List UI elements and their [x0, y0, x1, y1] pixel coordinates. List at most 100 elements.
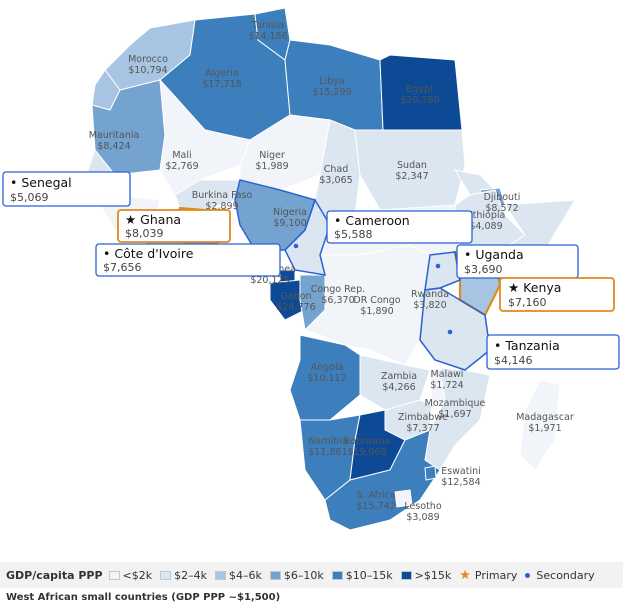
legend-bin-2: $2–4k [160, 569, 207, 582]
marker-cameroon[interactable] [293, 243, 299, 249]
marker-uganda[interactable] [435, 263, 441, 269]
country-label-value: $9,100 [273, 218, 306, 229]
country-label-value: $8,572 [485, 203, 518, 214]
legend-title: GDP/capita PPP [6, 568, 103, 582]
country-madagascar[interactable] [519, 379, 561, 471]
country-label-name: Malawi [431, 369, 464, 380]
country-lesotho[interactable] [394, 489, 413, 508]
country-label-value: $19,068 [347, 447, 386, 458]
callout-ghana[interactable]: ★ Ghana $8,039 [117, 209, 231, 243]
callout-tanzania-value: $4,146 [494, 354, 533, 367]
country-label-name: Tunisia [251, 20, 284, 31]
callout-boxes: • Senegal $5,069 ★ Ghana $8,039 • Côte d… [2, 171, 620, 370]
country-mozambique[interactable] [424, 367, 491, 471]
legend-bin-5-label: $10–15k [345, 568, 393, 582]
callout-uganda-name: • Uganda [464, 247, 524, 262]
country-label-value: $17,718 [202, 79, 241, 90]
callout-uganda[interactable]: • Uganda $3,690 [456, 244, 579, 279]
country-label-value: $1,971 [528, 423, 561, 434]
country-label-value: $6,370 [321, 295, 354, 306]
country-label-value: $14,186 [248, 31, 287, 42]
country-label-value: $20,780 [400, 95, 439, 106]
country-label-name: Algeria [205, 68, 238, 79]
dot-icon [525, 572, 531, 578]
country-label-value: $15,742 [356, 501, 395, 512]
country-label-value: $8,424 [97, 141, 130, 152]
legend-primary: ★ Primary [459, 568, 517, 583]
country-label-value: $1,989 [255, 161, 288, 172]
country-label-value: $15,299 [312, 87, 351, 98]
legend-bar: GDP/capita PPP <$2k $2–4k $4–6k $6–10k $… [0, 562, 623, 588]
callout-kenya-value: $7,160 [508, 296, 547, 309]
country-niger[interactable] [239, 114, 331, 191]
country-label-value: $1,724 [430, 380, 463, 391]
country-egypt[interactable] [379, 54, 463, 131]
country-label-name: Mozambique [425, 398, 486, 409]
country-label-name: Nigeria [273, 207, 307, 218]
country-label-name: Madagascar [516, 412, 574, 423]
legend-bin-4: $6–10k [269, 569, 324, 582]
callout-cameroon-name: • Cameroon [334, 213, 410, 228]
country-label-name: Angola [311, 362, 344, 373]
uganda-outline [424, 251, 461, 291]
country-label-name: Gabon [280, 291, 311, 302]
country-eswatini[interactable] [424, 465, 437, 481]
country-label-value: $7,377 [406, 423, 439, 434]
callout-senegal-name: • Senegal [10, 175, 72, 190]
legend-bin-1-label: <$2k [122, 568, 153, 582]
callout-cote-divoire[interactable]: • Côte d'Ivoire $7,656 [95, 243, 281, 277]
marker-tanzania[interactable] [447, 329, 453, 335]
callout-tanzania-name: • Tanzania [494, 338, 560, 353]
legend-bin-2-label: $2–4k [174, 568, 207, 582]
country-label-name: Mauritania [89, 130, 140, 141]
callout-cameroon-value: $5,588 [334, 228, 373, 241]
callout-cote-divoire-name: • Côte d'Ivoire [103, 246, 194, 261]
country-label-value: $2,769 [165, 161, 198, 172]
legend-bin-6: >$15k [400, 568, 452, 582]
footnote: West African small countries (GDP PPP ~$… [6, 592, 281, 603]
country-label-name: DR Congo [353, 295, 400, 306]
callout-ghana-value: $8,039 [125, 227, 164, 240]
country-label-value: $3,065 [319, 175, 352, 186]
legend-primary-label: Primary [474, 568, 518, 582]
country-label-value: $2,347 [395, 171, 428, 182]
country-label-value: $1,697 [438, 409, 471, 420]
country-label-name: Botswana [344, 436, 390, 447]
country-label-value: $3,089 [406, 512, 439, 523]
legend-secondary: Secondary [525, 568, 595, 582]
cameroon-outline [284, 198, 331, 276]
country-label-value: $3,820 [413, 300, 446, 311]
country-label-value: $10,794 [128, 65, 167, 76]
country-label-name: Sudan [397, 160, 427, 171]
country-label-name: Zimbabwe [398, 412, 448, 423]
callout-senegal-value: $5,069 [10, 191, 49, 204]
country-label-value: $12,584 [441, 477, 480, 488]
legend-secondary-label: Secondary [536, 568, 595, 582]
callout-senegal[interactable]: • Senegal $5,069 [2, 171, 131, 207]
country-label-name: Namibia [308, 436, 347, 447]
country-label-name: Rwanda [411, 289, 449, 300]
country-label-name: S. Africa [356, 490, 395, 501]
legend-bin-1: <$2k [108, 568, 153, 582]
legend-bin-3-label: $4–6k [229, 568, 262, 582]
country-label-value: $20,125 [250, 275, 289, 286]
callout-uganda-value: $3,690 [464, 263, 503, 276]
country-label-value: $1,890 [360, 306, 393, 317]
country-label-value: $11,861 [308, 447, 347, 458]
country-label-name: Burkina Faso [192, 190, 253, 201]
legend-bin-6-label: >$15k [414, 568, 452, 582]
callout-kenya[interactable]: ★ Kenya $7,160 [499, 277, 615, 312]
country-label-name: Chad [324, 164, 349, 175]
country-label-name: Djibouti [484, 192, 521, 203]
country-label-name: Morocco [128, 54, 168, 65]
callout-tanzania[interactable]: • Tanzania $4,146 [486, 334, 620, 370]
callout-cameroon[interactable]: • Cameroon $5,588 [326, 210, 473, 244]
star-icon: ★ [459, 567, 471, 583]
country-label-name: Egypt [406, 84, 434, 95]
country-dr-congo[interactable] [304, 244, 431, 366]
country-label-value: $10,112 [307, 373, 346, 384]
country-label-value: $24,776 [276, 302, 315, 313]
country-gabon[interactable] [269, 279, 306, 321]
country-labels: Tunisia$14,186 Morocco$10,794 Algeria$17,7… [89, 20, 574, 523]
country-label-name: Niger [259, 150, 285, 161]
